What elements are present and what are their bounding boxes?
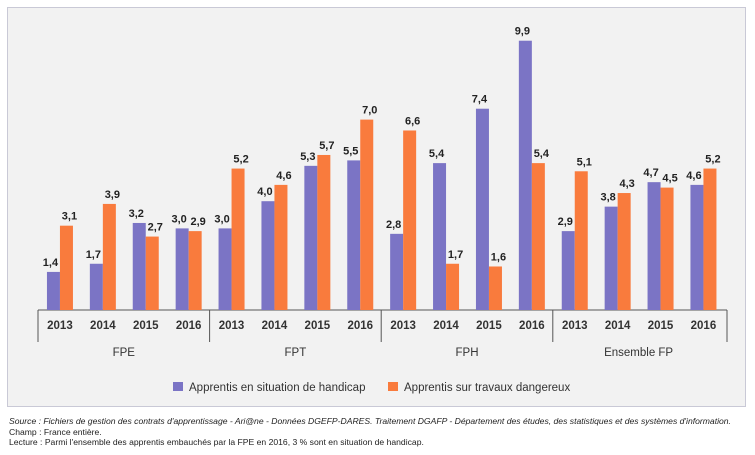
group-label: FPE — [113, 347, 136, 359]
bar-handicap — [175, 228, 189, 310]
bar-handicap — [475, 108, 489, 310]
lecture-note: Lecture : Parmi l'ensemble des apprentis… — [9, 437, 424, 447]
data-label: 4,7 — [643, 167, 658, 179]
data-label: 3,8 — [601, 192, 616, 204]
year-tick-label: 2014 — [90, 320, 116, 332]
data-label: 3,2 — [129, 208, 144, 220]
year-tick-label: 2013 — [47, 320, 73, 332]
data-label: 1,4 — [43, 257, 59, 269]
year-tick-label: 2015 — [305, 320, 331, 332]
year-tick-label: 2016 — [176, 320, 202, 332]
data-label: 4,0 — [257, 186, 272, 198]
group-label: FPH — [456, 347, 479, 359]
bar-dangereux — [274, 184, 288, 310]
data-label: 7,4 — [472, 94, 488, 106]
year-tick-label: 2015 — [476, 320, 502, 332]
data-label: 5,2 — [233, 154, 248, 166]
data-label: 2,9 — [191, 216, 206, 228]
data-label: 2,7 — [148, 222, 163, 234]
year-tick-label: 2014 — [605, 320, 631, 332]
bar-dangereux — [446, 263, 460, 310]
legend-label: Apprentis sur travaux dangereux — [404, 382, 570, 394]
bar-handicap — [304, 165, 318, 310]
bar-chart: 1,4 3,1 2013 1,7 3,9 2014 3,2 2,7 2015 3,0 2,9 2016… — [37, 26, 728, 394]
data-label: 6,6 — [405, 115, 420, 127]
bar-handicap — [89, 263, 103, 310]
data-label: 3,0 — [214, 213, 229, 225]
bar-handicap — [132, 222, 146, 310]
data-label: 9,9 — [515, 26, 530, 38]
data-label: 5,4 — [429, 148, 445, 160]
legend-swatch — [388, 382, 398, 391]
year-tick-label: 2015 — [648, 320, 674, 332]
data-label: 4,6 — [276, 170, 291, 182]
year-tick-label: 2013 — [390, 320, 416, 332]
bar-handicap — [433, 163, 447, 310]
data-label: 3,9 — [105, 189, 120, 201]
bar-handicap — [218, 228, 232, 310]
bar-dangereux — [59, 225, 73, 310]
bar-handicap — [390, 233, 404, 310]
champ-note: Champ : France entière. — [9, 426, 102, 437]
data-label: 4,5 — [662, 173, 677, 185]
data-label: 1,7 — [448, 249, 463, 261]
bar-dangereux — [145, 236, 159, 310]
data-label: 5,3 — [300, 151, 315, 163]
legend-swatch — [173, 382, 183, 391]
data-label: 5,4 — [534, 148, 550, 160]
data-label: 2,9 — [558, 216, 573, 228]
bar-handicap — [604, 206, 618, 310]
data-label: 1,7 — [86, 249, 101, 261]
year-tick-label: 2013 — [219, 320, 245, 332]
figure-notes: Source : Fichiers de gestion des contrat… — [9, 416, 731, 448]
data-label: 5,7 — [319, 140, 334, 152]
bar-dangereux — [403, 130, 417, 310]
bar-dangereux — [360, 119, 374, 310]
data-label: 4,6 — [686, 170, 701, 182]
bar-handicap — [46, 271, 60, 310]
year-tick-label: 2016 — [691, 320, 717, 332]
legend-label: Apprentis en situation de handicap — [189, 382, 365, 394]
year-tick-label: 2015 — [133, 320, 159, 332]
data-label: 3,1 — [62, 211, 77, 223]
bar-dangereux — [660, 187, 674, 310]
data-label: 5,2 — [705, 154, 720, 166]
data-label: 5,1 — [577, 156, 592, 168]
group-label: Ensemble FP — [604, 347, 673, 359]
bar-dangereux — [488, 266, 502, 310]
year-tick-label: 2016 — [347, 320, 373, 332]
data-label: 1,6 — [491, 251, 506, 263]
bar-handicap — [561, 231, 575, 310]
bar-dangereux — [102, 203, 116, 310]
data-label: 4,3 — [620, 178, 635, 190]
source-note: Source : Fichiers de gestion des contrat… — [9, 416, 731, 426]
group-label: FPT — [285, 347, 307, 359]
bar-dangereux — [188, 231, 202, 310]
data-label: 5,5 — [343, 145, 358, 157]
data-label: 2,8 — [386, 219, 401, 231]
year-tick-label: 2013 — [562, 320, 588, 332]
bar-dangereux — [531, 163, 545, 310]
data-label: 3,0 — [172, 213, 187, 225]
bar-handicap — [261, 201, 275, 310]
year-tick-label: 2014 — [262, 320, 288, 332]
bar-dangereux — [317, 154, 331, 310]
bar-handicap — [347, 160, 361, 310]
bar-dangereux — [617, 193, 631, 310]
bar-handicap — [690, 184, 704, 310]
bar-dangereux — [574, 171, 588, 310]
data-label: 7,0 — [362, 105, 377, 117]
bar-handicap — [647, 182, 661, 310]
year-tick-label: 2016 — [519, 320, 545, 332]
bar-handicap — [518, 40, 532, 310]
bar-dangereux — [231, 168, 245, 310]
bar-dangereux — [703, 168, 717, 310]
year-tick-label: 2014 — [433, 320, 459, 332]
